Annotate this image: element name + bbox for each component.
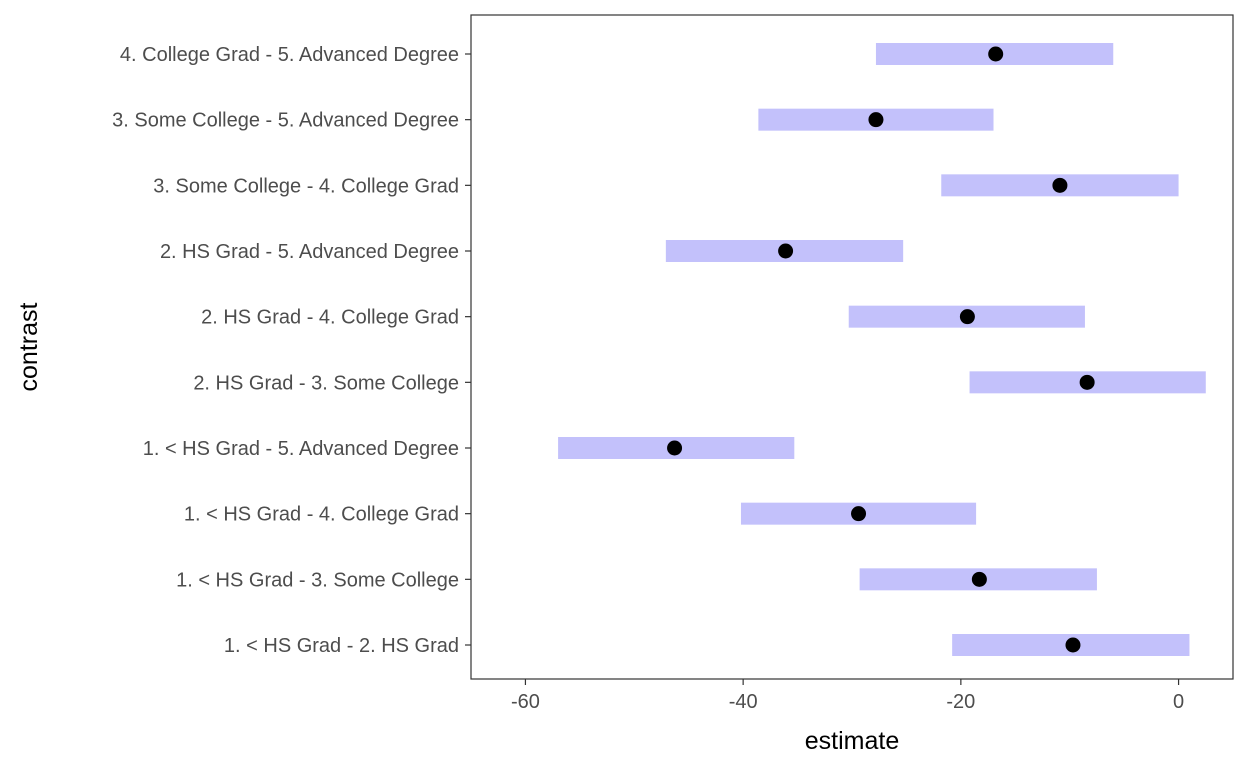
y-tick-label: 1. < HS Grad - 4. College Grad xyxy=(184,504,459,526)
y-tick-label: 2. HS Grad - 4. College Grad xyxy=(201,307,459,329)
estimate-point xyxy=(868,112,884,128)
estimate-point xyxy=(959,309,975,325)
plot-panel-border xyxy=(470,14,1234,680)
estimate-point xyxy=(778,243,794,259)
y-axis-title: contrast xyxy=(15,302,43,391)
y-tick-label: 1. < HS Grad - 3. Some College xyxy=(176,569,459,591)
y-tick-label: 3. Some College - 4. College Grad xyxy=(153,175,459,197)
y-tick-label: 1. < HS Grad - 2. HS Grad xyxy=(224,635,459,657)
estimate-point xyxy=(971,571,987,587)
y-axis: 1. < HS Grad - 2. HS Grad 1. < HS Grad - … xyxy=(112,44,471,657)
x-axis: -60 -40 -20 0 xyxy=(511,679,1184,713)
estimate-point xyxy=(1079,374,1095,390)
estimate-point xyxy=(1065,637,1081,653)
chart-marks xyxy=(558,43,1206,656)
estimate-point xyxy=(667,440,683,456)
x-tick-label: -20 xyxy=(946,691,975,713)
estimate-point xyxy=(851,506,867,522)
x-axis-title: estimate xyxy=(805,727,899,755)
y-tick-label: 4. College Grad - 5. Advanced Degree xyxy=(120,44,459,66)
y-tick-label: 2. HS Grad - 5. Advanced Degree xyxy=(160,241,459,263)
x-tick-label: 0 xyxy=(1173,691,1184,713)
y-tick-label: 3. Some College - 5. Advanced Degree xyxy=(112,110,459,132)
y-tick-label: 2. HS Grad - 3. Some College xyxy=(193,372,459,394)
estimate-point xyxy=(988,46,1004,62)
x-tick-label: -60 xyxy=(511,691,540,713)
estimate-point xyxy=(1052,177,1068,193)
x-tick-label: -40 xyxy=(729,691,758,713)
y-tick-label: 1. < HS Grad - 5. Advanced Degree xyxy=(143,438,459,460)
